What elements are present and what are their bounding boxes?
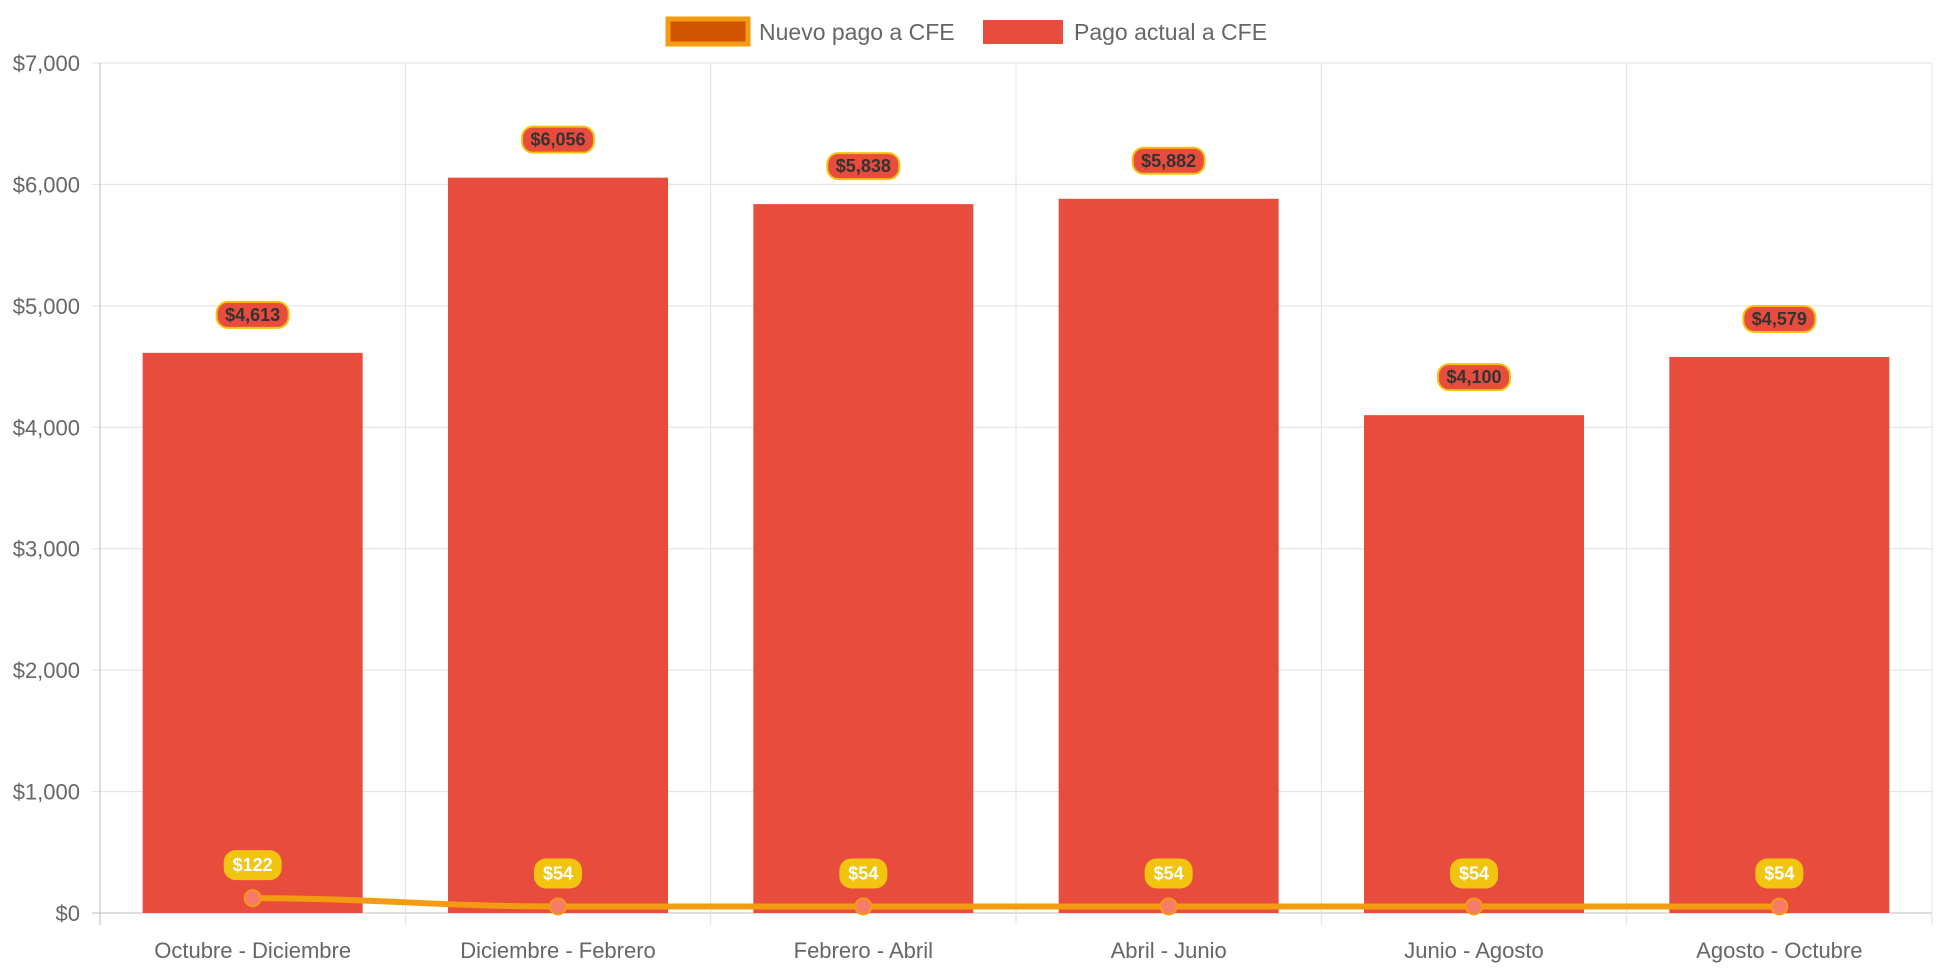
line-point[interactable] bbox=[1770, 897, 1789, 916]
legend-label-pago-actual: Pago actual a CFE bbox=[1074, 19, 1267, 45]
bar-value-badge bbox=[826, 152, 901, 181]
y-tick-label: $6,000 bbox=[13, 172, 80, 197]
legend: Nuevo pago a CFE Pago actual a CFE bbox=[665, 16, 1267, 47]
bar-value-label: $5,882 bbox=[1141, 151, 1196, 171]
bar-value-badge bbox=[521, 125, 595, 154]
line-value-badge bbox=[839, 858, 888, 889]
bar[interactable] bbox=[753, 204, 974, 914]
x-axis: Octubre - Diciembre Diciembre - Febrero Fe… bbox=[154, 938, 1862, 963]
line-value-label: $54 bbox=[543, 863, 573, 883]
y-tick-label: $4,000 bbox=[13, 415, 80, 440]
line-value-label: $122 bbox=[233, 855, 273, 875]
line-value-badge bbox=[223, 850, 282, 881]
x-tick-label: Octubre - Diciembre bbox=[154, 938, 351, 963]
legend-swatch-pago-actual bbox=[983, 20, 1063, 44]
y-tick-label: $0 bbox=[56, 901, 80, 926]
bar[interactable] bbox=[448, 177, 668, 914]
line-value-label: $54 bbox=[1459, 863, 1489, 883]
legend-item-nuevo-pago[interactable]: Nuevo pago a CFE bbox=[665, 16, 955, 47]
bar-series bbox=[142, 177, 1890, 914]
legend-label-nuevo-pago: Nuevo pago a CFE bbox=[759, 19, 955, 45]
line-value-badge bbox=[1144, 858, 1193, 889]
bar-value-label: $5,838 bbox=[836, 156, 891, 176]
y-axis: $0 $1,000 $2,000 $3,000 $4,000 $5,000 $6,000 $7… bbox=[13, 51, 80, 926]
bar-value-label: $4,613 bbox=[225, 305, 280, 325]
line-value-badge bbox=[1450, 858, 1498, 889]
line-point[interactable] bbox=[243, 889, 262, 908]
bar-value-label: $4,579 bbox=[1752, 309, 1807, 329]
line-value-badge bbox=[534, 858, 582, 889]
bar[interactable] bbox=[1669, 356, 1890, 913]
legend-swatch-nuevo-pago bbox=[665, 16, 751, 47]
line-value-badge bbox=[1755, 858, 1804, 889]
bar[interactable] bbox=[142, 352, 363, 914]
x-tick-label: Febrero - Abril bbox=[794, 938, 933, 963]
line-value-label: $54 bbox=[1154, 863, 1184, 883]
bar-value-badge bbox=[1131, 146, 1206, 175]
x-tick-label: Abril - Junio bbox=[1111, 938, 1227, 963]
y-tick-label: $5,000 bbox=[13, 294, 80, 319]
y-tick-label: $1,000 bbox=[13, 780, 80, 805]
bar-value-badge bbox=[215, 300, 290, 329]
line-point[interactable] bbox=[549, 897, 567, 916]
bar[interactable] bbox=[1058, 198, 1279, 913]
legend-item-pago-actual[interactable]: Pago actual a CFE bbox=[983, 19, 1267, 45]
line-series bbox=[243, 889, 1789, 916]
line-path bbox=[249, 895, 1783, 910]
x-tick-label: Agosto - Octubre bbox=[1696, 938, 1862, 963]
x-tick-label: Diciembre - Febrero bbox=[460, 938, 656, 963]
bar-value-badge bbox=[1437, 363, 1511, 392]
x-tick-label: Junio - Agosto bbox=[1404, 938, 1543, 963]
line-value-label: $54 bbox=[848, 863, 878, 883]
bar-value-badge bbox=[1742, 304, 1817, 333]
grid bbox=[92, 62, 1933, 925]
line-value-label: $54 bbox=[1764, 863, 1794, 883]
bar-value-label: $4,100 bbox=[1446, 367, 1501, 387]
y-tick-label: $2,000 bbox=[13, 658, 80, 683]
data-labels: $4,613 $6,056 $5,838 $5,882 $4,100 $4,579 $122… bbox=[215, 125, 1817, 889]
line-point[interactable] bbox=[1465, 897, 1483, 916]
bar[interactable] bbox=[1364, 415, 1584, 913]
y-tick-label: $7,000 bbox=[13, 51, 80, 76]
y-tick-label: $3,000 bbox=[13, 537, 80, 562]
bar-value-label: $6,056 bbox=[530, 130, 585, 150]
line-point[interactable] bbox=[1159, 897, 1178, 916]
line-point[interactable] bbox=[854, 897, 873, 916]
